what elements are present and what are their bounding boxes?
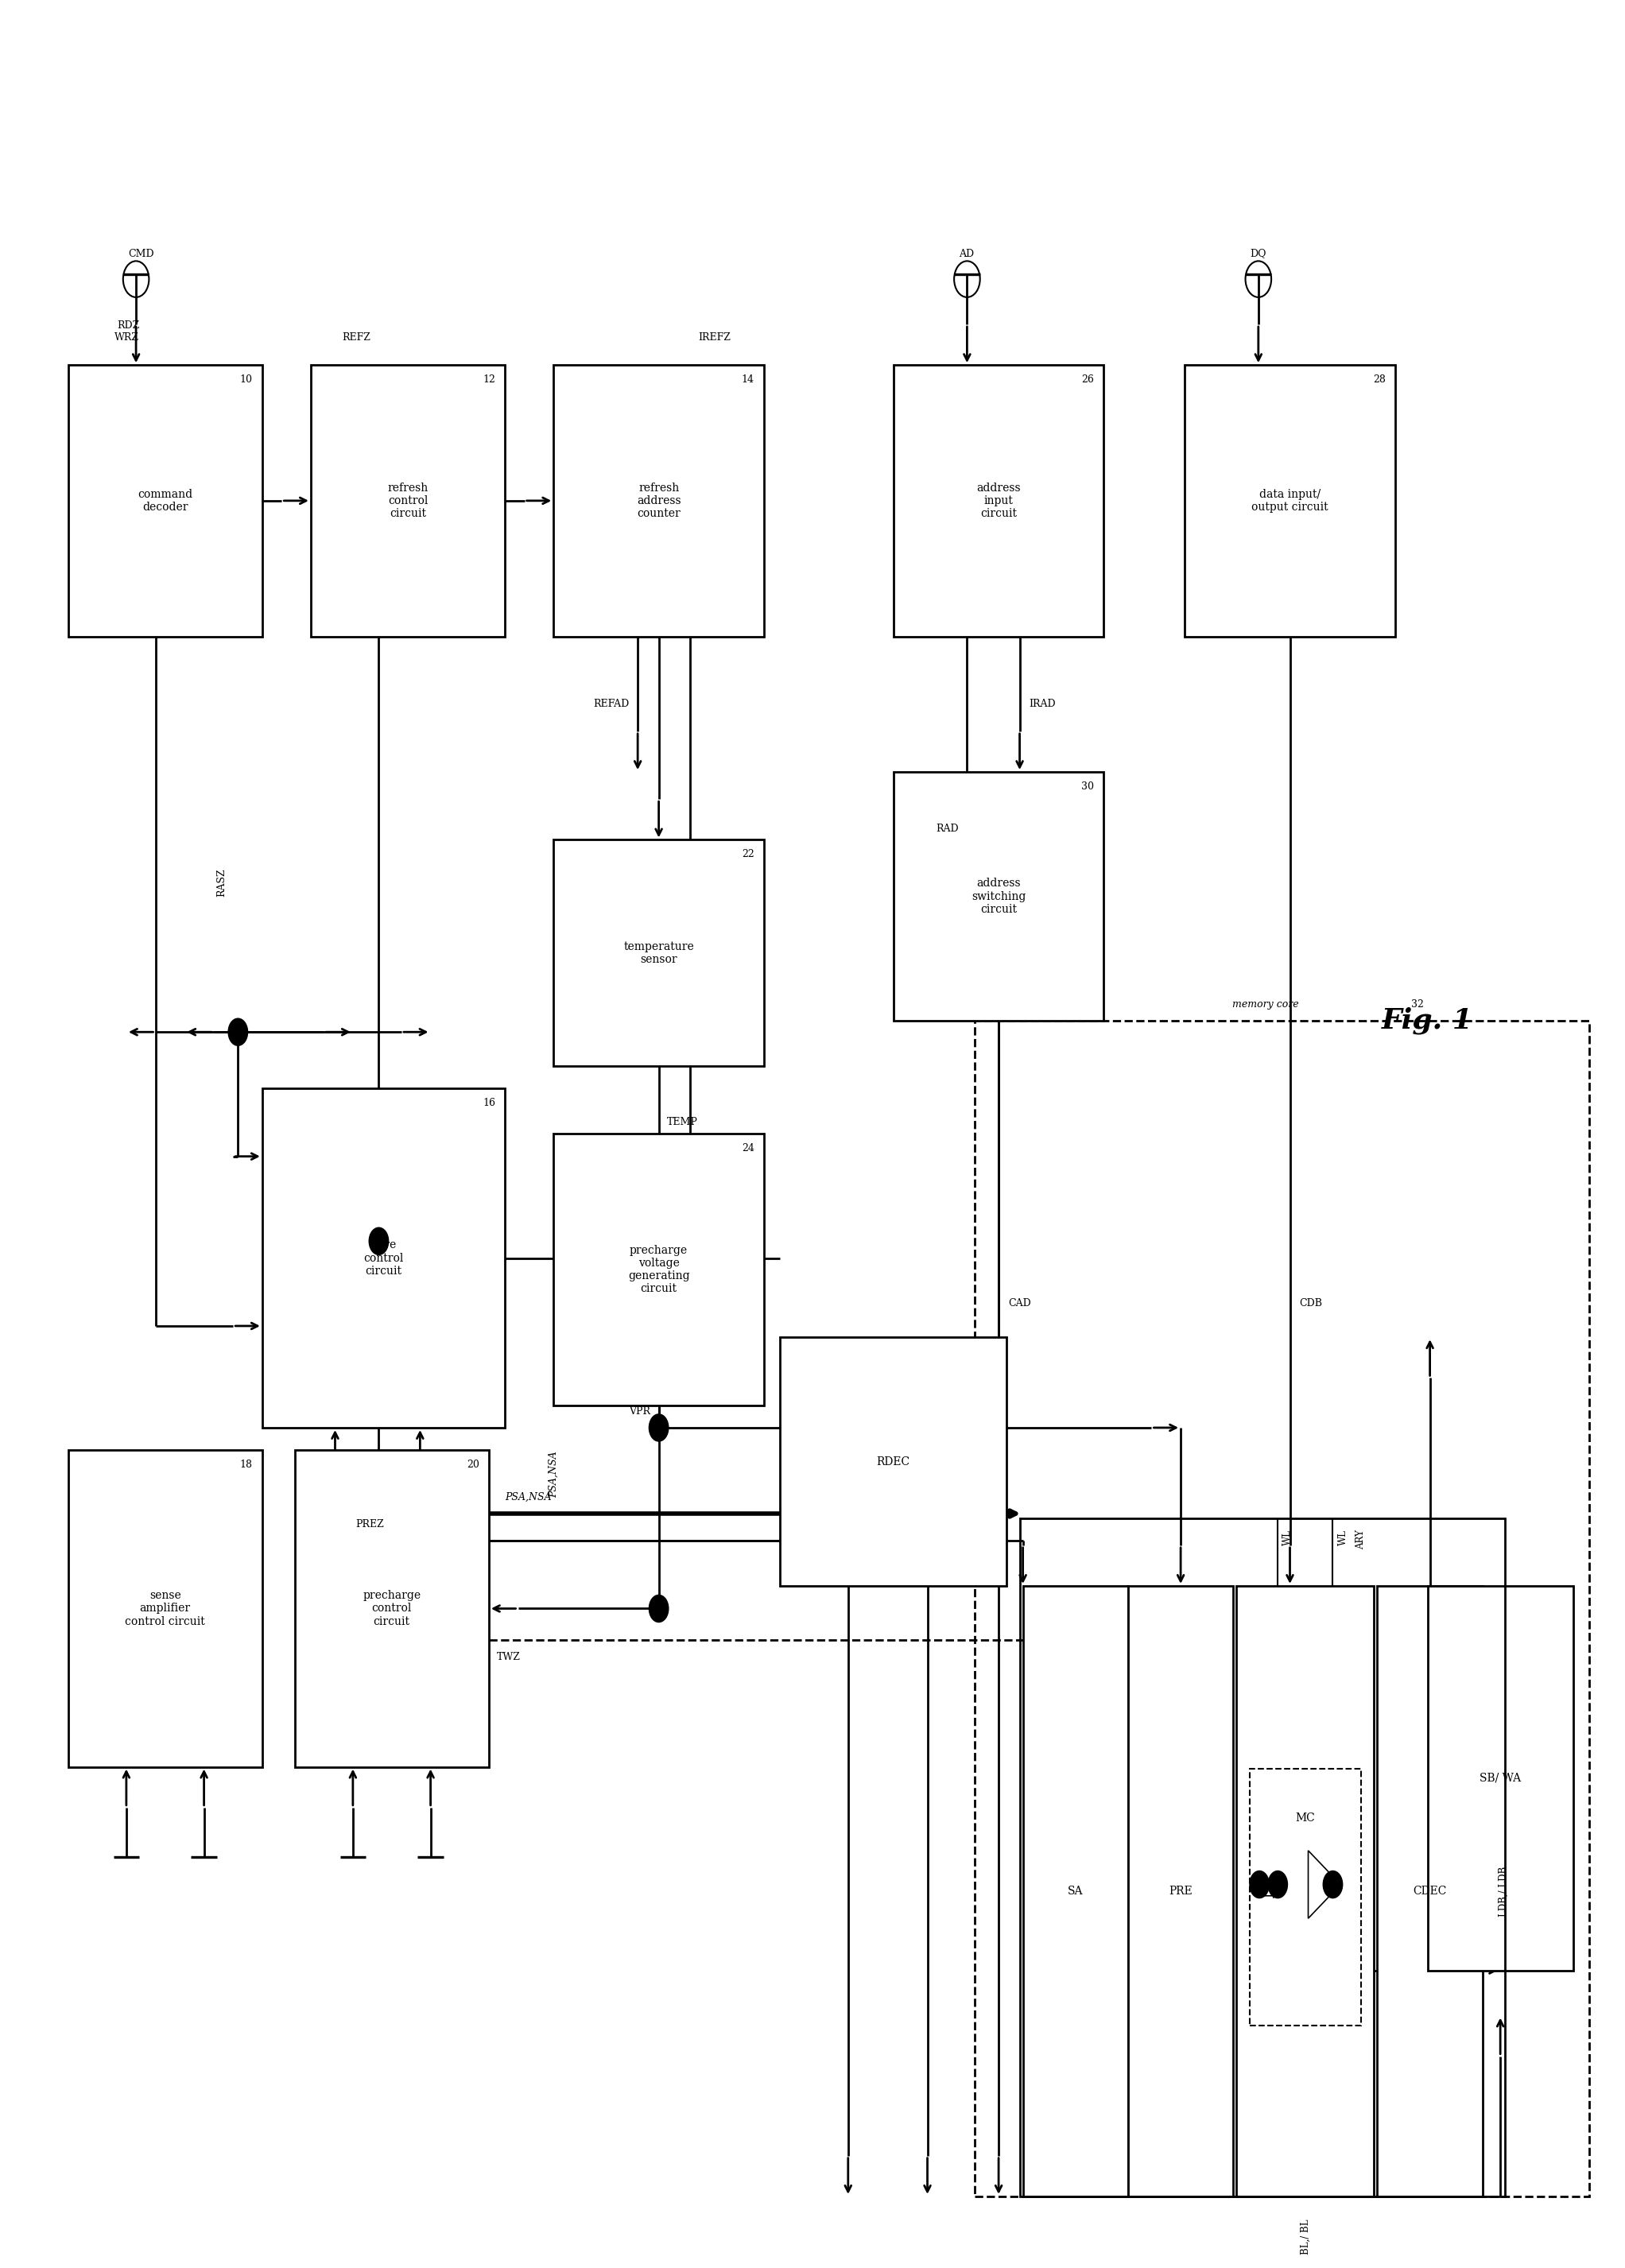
Text: TEMP: TEMP bbox=[666, 1118, 697, 1127]
Bar bbox=[1427, 1585, 1573, 1971]
Text: WL: WL bbox=[1337, 1529, 1349, 1545]
Circle shape bbox=[369, 1227, 388, 1254]
Text: 18: 18 bbox=[241, 1458, 252, 1470]
Text: CDEC: CDEC bbox=[1414, 1885, 1446, 1896]
Bar bbox=[294, 1449, 489, 1767]
Text: 26: 26 bbox=[1082, 374, 1094, 386]
Bar bbox=[1019, 1517, 1505, 2195]
Bar bbox=[68, 365, 262, 637]
Bar bbox=[894, 771, 1103, 1021]
Text: 14: 14 bbox=[741, 374, 754, 386]
Bar bbox=[780, 1338, 1008, 1585]
Text: 32: 32 bbox=[1410, 1000, 1424, 1009]
Circle shape bbox=[648, 1594, 668, 1622]
Circle shape bbox=[228, 1018, 247, 1046]
Text: SB/ WA: SB/ WA bbox=[1480, 1774, 1521, 1783]
Text: data input/
output circuit: data input/ output circuit bbox=[1251, 488, 1328, 513]
Text: sense
amplifier
control circuit: sense amplifier control circuit bbox=[125, 1590, 205, 1626]
Text: 28: 28 bbox=[1373, 374, 1386, 386]
Text: temperature
sensor: temperature sensor bbox=[624, 941, 694, 964]
Text: CAD: CAD bbox=[1009, 1297, 1032, 1309]
Bar bbox=[310, 365, 505, 637]
Bar bbox=[1022, 1585, 1128, 2195]
Text: VPR: VPR bbox=[629, 1406, 650, 1418]
Text: CDB: CDB bbox=[1300, 1297, 1323, 1309]
Text: PREZ: PREZ bbox=[356, 1520, 384, 1529]
Text: LDB,/ LDB: LDB,/ LDB bbox=[1498, 1867, 1510, 1916]
Text: memory core: memory core bbox=[1232, 1000, 1298, 1009]
Text: RDEC: RDEC bbox=[876, 1456, 910, 1467]
Text: RAD: RAD bbox=[936, 823, 959, 835]
Circle shape bbox=[1323, 1871, 1342, 1898]
Text: address
input
circuit: address input circuit bbox=[977, 483, 1021, 519]
Text: core
control
circuit: core control circuit bbox=[364, 1241, 403, 1277]
Text: 20: 20 bbox=[466, 1458, 479, 1470]
Text: Fig. 1: Fig. 1 bbox=[1381, 1007, 1474, 1034]
Bar bbox=[554, 365, 764, 637]
Text: SA: SA bbox=[1068, 1885, 1084, 1896]
Text: address
switching
circuit: address switching circuit bbox=[972, 878, 1025, 914]
Circle shape bbox=[1268, 1871, 1287, 1898]
Text: REFZ: REFZ bbox=[343, 331, 371, 342]
Text: 12: 12 bbox=[483, 374, 496, 386]
Text: 30: 30 bbox=[1081, 780, 1094, 792]
Text: command
decoder: command decoder bbox=[138, 488, 193, 513]
Bar bbox=[262, 1089, 505, 1427]
Text: refresh
control
circuit: refresh control circuit bbox=[387, 483, 429, 519]
Bar bbox=[1378, 1585, 1482, 2195]
Text: IREFZ: IREFZ bbox=[699, 331, 731, 342]
Text: 10: 10 bbox=[241, 374, 252, 386]
Circle shape bbox=[1250, 1871, 1269, 1898]
Bar bbox=[554, 1134, 764, 1406]
Text: precharge
voltage
generating
circuit: precharge voltage generating circuit bbox=[627, 1245, 689, 1295]
Bar bbox=[68, 1449, 262, 1767]
Bar bbox=[894, 365, 1103, 637]
Text: DQ: DQ bbox=[1250, 249, 1266, 259]
Bar bbox=[554, 839, 764, 1066]
Text: CMD: CMD bbox=[128, 249, 154, 259]
Text: RDZ
WRZ: RDZ WRZ bbox=[115, 320, 140, 342]
Text: TWZ: TWZ bbox=[497, 1651, 520, 1662]
Text: MC: MC bbox=[1295, 1812, 1315, 1823]
Text: refresh
address
counter: refresh address counter bbox=[637, 483, 681, 519]
Bar bbox=[1185, 365, 1396, 637]
Text: 22: 22 bbox=[741, 848, 754, 860]
Text: ARY: ARY bbox=[1355, 1529, 1367, 1549]
Text: REFAD: REFAD bbox=[593, 699, 629, 710]
Text: 24: 24 bbox=[741, 1143, 754, 1152]
Text: BL,/ BL: BL,/ BL bbox=[1300, 2218, 1310, 2254]
Text: 16: 16 bbox=[483, 1098, 496, 1109]
Bar bbox=[1128, 1585, 1233, 2195]
Text: PRE: PRE bbox=[1168, 1885, 1193, 1896]
Text: WL: WL bbox=[1282, 1529, 1294, 1545]
Text: PSA,NSA: PSA,NSA bbox=[505, 1492, 551, 1501]
Circle shape bbox=[648, 1415, 668, 1440]
Text: PSA,NSA: PSA,NSA bbox=[548, 1452, 559, 1497]
Bar bbox=[1250, 1769, 1362, 2025]
Bar bbox=[975, 1021, 1589, 2195]
Text: AD: AD bbox=[959, 249, 973, 259]
Text: precharge
control
circuit: precharge control circuit bbox=[362, 1590, 421, 1626]
Text: RASZ: RASZ bbox=[216, 869, 228, 896]
Bar bbox=[1237, 1585, 1375, 2195]
Text: IRAD: IRAD bbox=[1029, 699, 1056, 710]
